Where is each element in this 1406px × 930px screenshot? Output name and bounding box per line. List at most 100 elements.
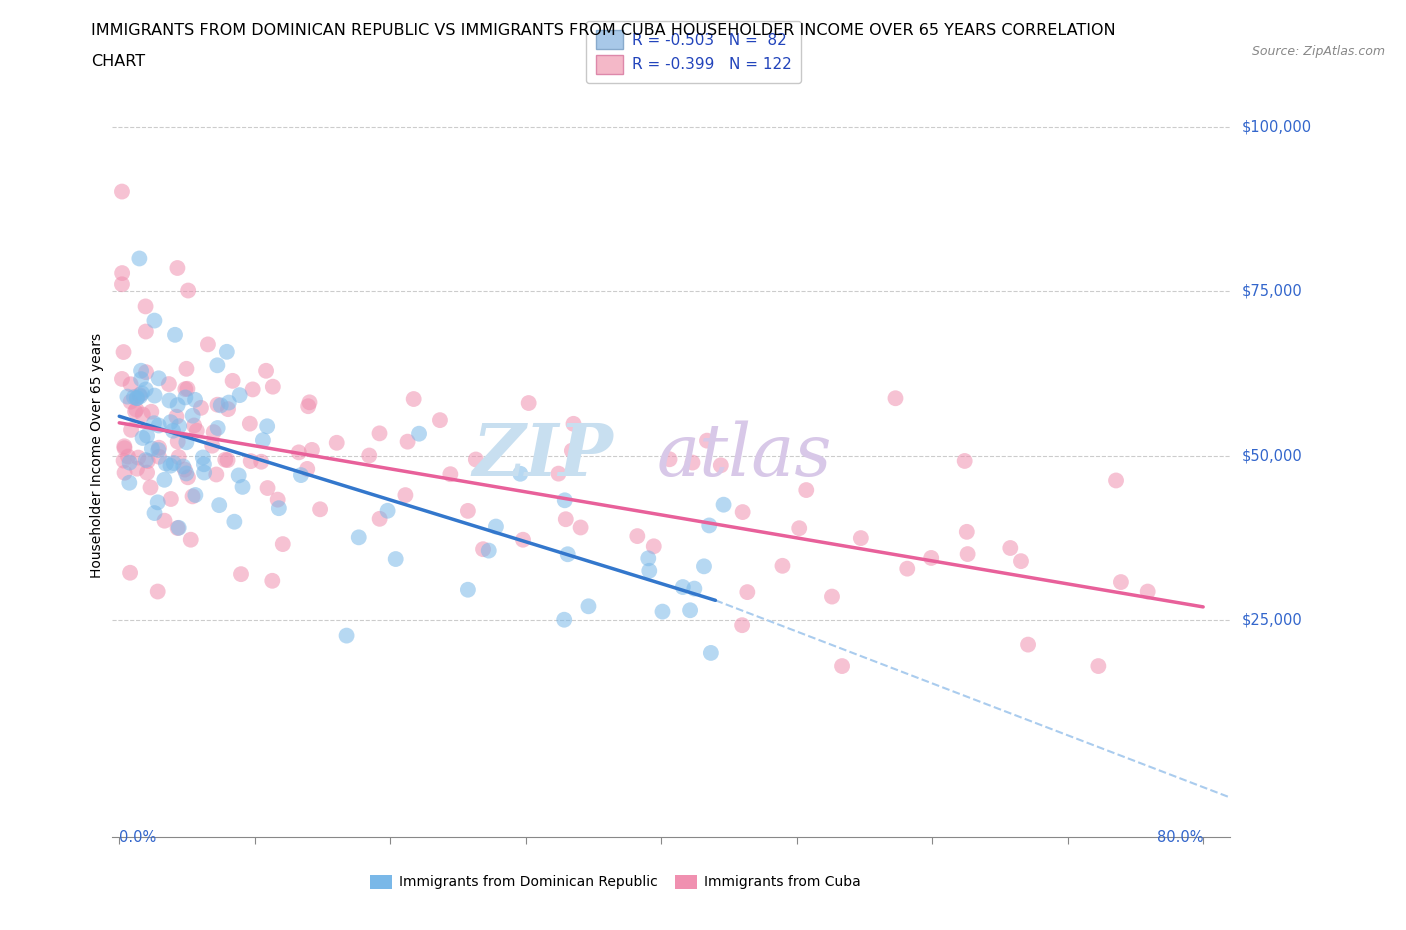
Point: [166, 398, 188, 413]
Point: [267, 500, 290, 515]
Point: [359, 448, 381, 463]
Point: [174, 466, 197, 481]
Point: [693, 559, 716, 574]
Point: [217, 402, 239, 417]
Point: [167, 418, 190, 433]
Point: [239, 454, 262, 469]
Point: [111, 277, 134, 292]
Point: [394, 487, 416, 502]
Point: [335, 628, 357, 643]
Point: [578, 599, 600, 614]
Point: [184, 392, 207, 407]
Point: [218, 395, 240, 410]
Point: [125, 391, 148, 405]
Point: [159, 415, 181, 430]
Text: 80.0%: 80.0%: [1157, 830, 1204, 845]
Point: [512, 532, 534, 547]
Point: [396, 434, 419, 449]
Point: [637, 551, 659, 565]
Point: [408, 426, 430, 441]
Point: [638, 564, 661, 578]
Point: [148, 371, 170, 386]
Point: [569, 520, 592, 535]
Text: $50,000: $50,000: [1241, 448, 1302, 463]
Text: ZIP: ZIP: [472, 420, 613, 491]
Point: [737, 585, 759, 600]
Point: [696, 433, 718, 448]
Point: [153, 472, 176, 487]
Point: [201, 438, 224, 453]
Point: [162, 423, 184, 438]
Point: [135, 365, 157, 379]
Point: [821, 589, 844, 604]
Point: [252, 432, 274, 447]
Point: [120, 377, 142, 392]
Point: [794, 483, 817, 498]
Point: [262, 573, 284, 588]
Point: [368, 426, 391, 441]
Point: [672, 579, 695, 594]
Point: [262, 379, 284, 394]
Point: [956, 525, 979, 539]
Point: [118, 475, 141, 490]
Point: [135, 299, 157, 313]
Point: [787, 521, 810, 536]
Point: [713, 498, 735, 512]
Point: [165, 409, 187, 424]
Point: [215, 344, 238, 359]
Point: [562, 417, 585, 432]
Point: [136, 465, 159, 480]
Point: [509, 466, 531, 481]
Point: [884, 391, 907, 405]
Point: [1087, 658, 1109, 673]
Point: [472, 542, 495, 557]
Point: [120, 422, 142, 437]
Point: [124, 404, 146, 418]
Point: [553, 612, 575, 627]
Point: [457, 582, 479, 597]
Point: [1017, 637, 1039, 652]
Point: [128, 388, 150, 403]
Point: [683, 581, 706, 596]
Point: [1136, 584, 1159, 599]
Point: [731, 505, 754, 520]
Point: [271, 537, 294, 551]
Point: [112, 453, 135, 468]
Point: [174, 390, 197, 405]
Point: [174, 381, 197, 396]
Point: [485, 519, 508, 534]
Point: [166, 521, 188, 536]
Point: [202, 425, 225, 440]
Point: [128, 251, 150, 266]
Point: [298, 395, 321, 410]
Point: [228, 468, 250, 483]
Point: [242, 382, 264, 397]
Point: [143, 388, 166, 403]
Text: $75,000: $75,000: [1241, 284, 1302, 299]
Point: [141, 405, 163, 419]
Point: [377, 503, 399, 518]
Point: [190, 401, 212, 416]
Point: [517, 395, 540, 410]
Point: [148, 440, 170, 455]
Point: [478, 543, 501, 558]
Point: [849, 531, 872, 546]
Y-axis label: Householder Income Over 65 years: Householder Income Over 65 years: [90, 333, 104, 578]
Point: [127, 450, 149, 465]
Point: [228, 388, 250, 403]
Point: [700, 645, 723, 660]
Point: [111, 266, 134, 281]
Point: [325, 435, 347, 450]
Point: [135, 382, 157, 397]
Point: [439, 467, 461, 482]
Text: $25,000: $25,000: [1241, 613, 1302, 628]
Point: [710, 458, 733, 472]
Point: [193, 457, 215, 472]
Point: [254, 364, 277, 379]
Point: [626, 528, 648, 543]
Point: [205, 467, 228, 482]
Point: [896, 561, 918, 576]
Point: [131, 386, 153, 401]
Point: [129, 364, 152, 379]
Point: [166, 260, 188, 275]
